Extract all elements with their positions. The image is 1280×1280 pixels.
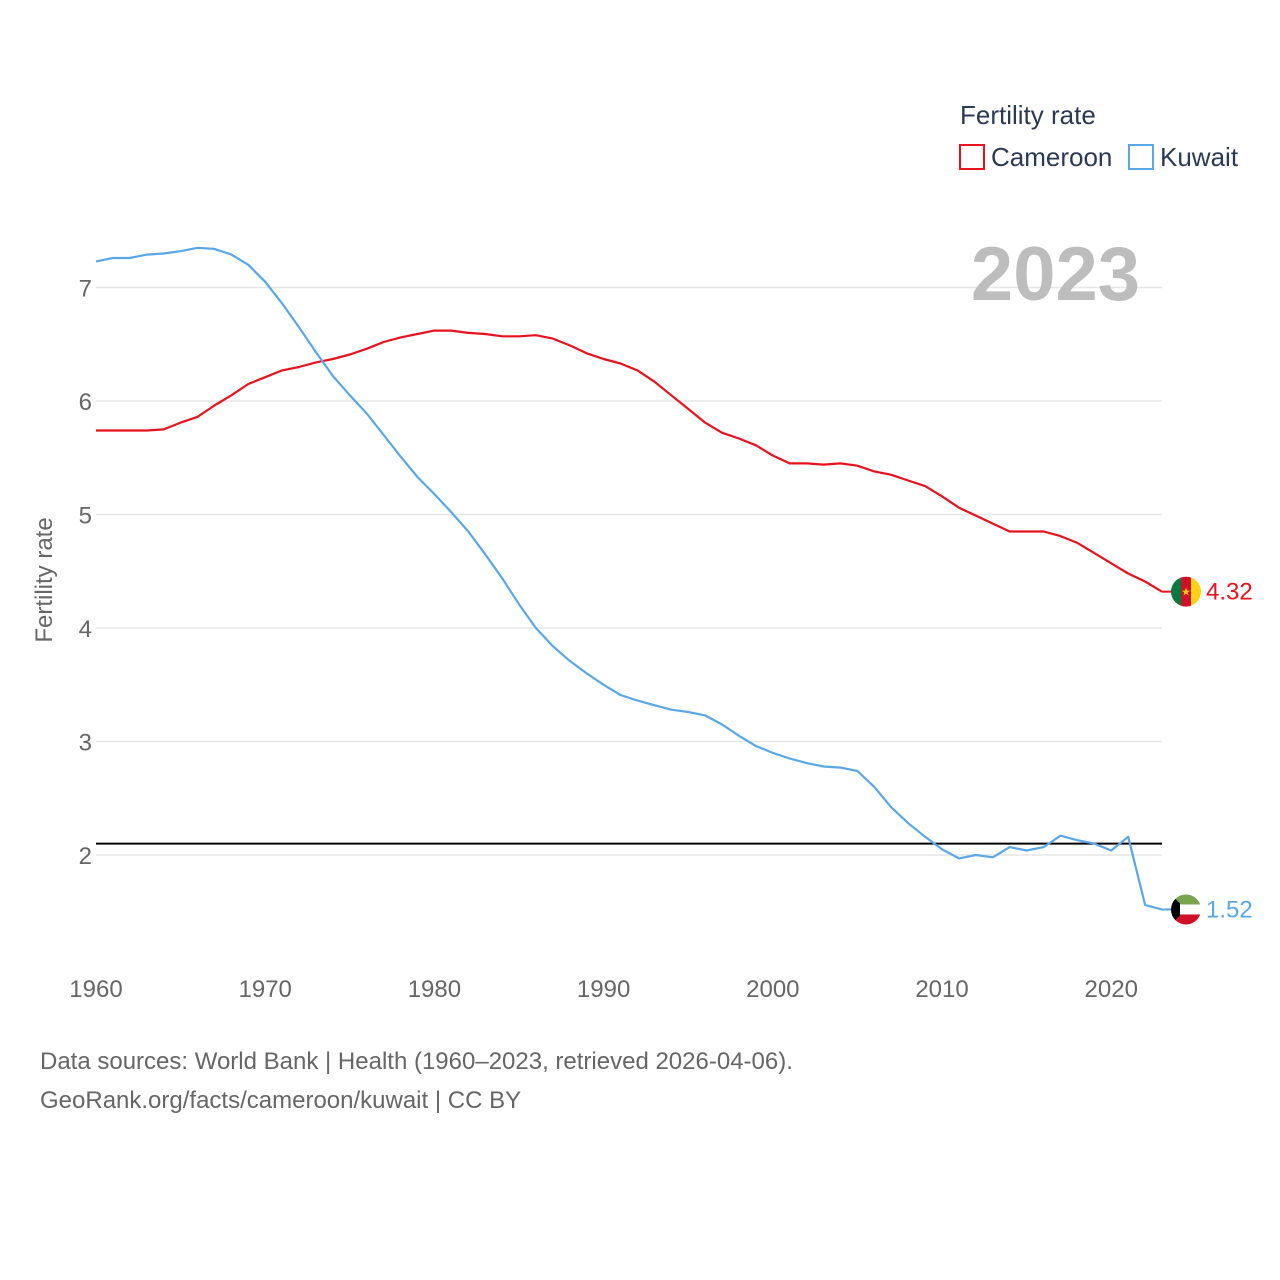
cameroon-flag-icon: ★ — [1171, 576, 1201, 607]
y-axis-label: Fertility rate — [31, 517, 58, 642]
fertility-chart: 2 3 4 5 6 7 1960 1970 1980 1990 2000 2010 2020 2023… — [31, 100, 1253, 1003]
y-tick-label: 7 — [79, 276, 92, 303]
y-tick-label: 2 — [79, 843, 92, 870]
x-tick-label: 1980 — [408, 976, 461, 1003]
x-tick-label: 1970 — [239, 976, 292, 1003]
source-link[interactable]: GeoRank.org/facts/cameroon/kuwait | CC B… — [40, 1087, 522, 1114]
year-label: 2023 — [971, 232, 1140, 317]
y-axis-ticks: 2 3 4 5 6 7 — [79, 276, 92, 871]
legend-label-kuwait: Kuwait — [1160, 142, 1239, 172]
kuwait-flag-icon — [1171, 894, 1201, 925]
series-lines — [95, 246, 1163, 911]
y-tick-label: 4 — [79, 616, 92, 643]
x-tick-label: 2020 — [1085, 976, 1138, 1003]
end-markers: ★ 4.32 1.52 — [1162, 576, 1253, 925]
legend-title: Fertility rate — [960, 100, 1096, 130]
y-tick-label: 6 — [79, 389, 92, 416]
x-tick-label: 1990 — [577, 976, 630, 1003]
x-tick-label: 2010 — [915, 976, 968, 1003]
series-line-cameroon — [96, 329, 1163, 593]
legend-swatch-cameroon — [959, 144, 985, 170]
end-value-label: 1.52 — [1206, 896, 1253, 923]
x-tick-label: 1960 — [69, 976, 122, 1003]
legend-item-cameroon[interactable]: Cameroon — [959, 142, 1112, 172]
x-tick-label: 2000 — [746, 976, 799, 1003]
x-axis-ticks: 1960 1970 1980 1990 2000 2010 2020 — [69, 976, 1138, 1003]
grid-lines — [96, 286, 1162, 856]
end-value-label: 4.32 — [1206, 579, 1253, 606]
footer: Data sources: World Bank | Health (1960–… — [40, 1042, 793, 1120]
y-tick-label: 5 — [79, 503, 92, 530]
legend-label-cameroon: Cameroon — [991, 142, 1112, 172]
series-line-kuwait — [95, 246, 1163, 911]
legend-swatch-kuwait — [1128, 144, 1154, 170]
data-source-text: Data sources: World Bank | Health (1960–… — [40, 1048, 793, 1075]
y-tick-label: 3 — [79, 730, 92, 757]
svg-text:★: ★ — [1181, 586, 1191, 599]
legend-item-kuwait[interactable]: Kuwait — [1128, 142, 1239, 172]
